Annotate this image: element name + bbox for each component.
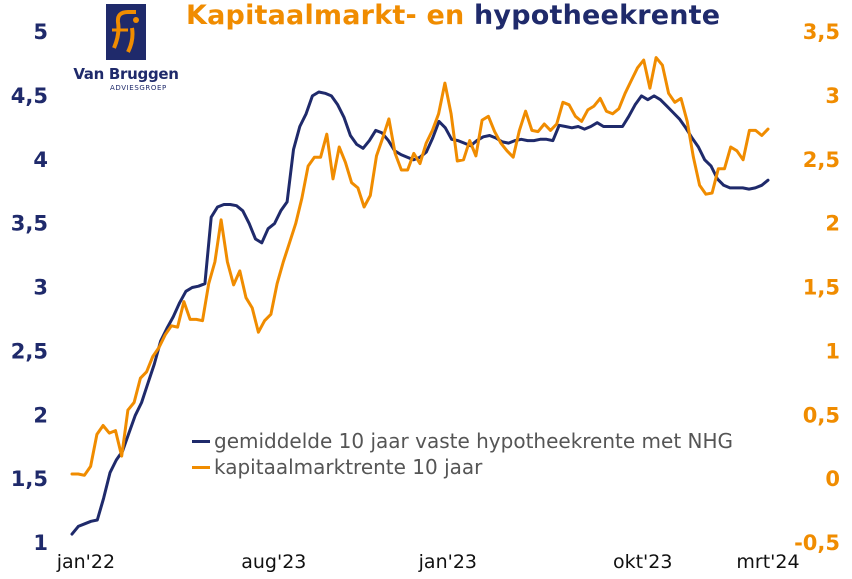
- x-tick-label: jan'23: [418, 551, 477, 573]
- chart-title-part1: Kapitaalmarkt- en: [186, 0, 465, 31]
- x-tick-label: mrt'24: [736, 551, 799, 573]
- y-right-tick-label: 3,5: [803, 20, 840, 44]
- legend-item-capital: kapitaalmarktrente 10 jaar: [192, 454, 752, 480]
- legend-swatch-capital: [192, 466, 210, 469]
- y-right-tick-label: 3: [825, 84, 840, 108]
- legend: gemiddelde 10 jaar vaste hypotheekrente …: [192, 428, 752, 480]
- y-right-tick-label: 1: [825, 339, 840, 363]
- y-right-tick-label: 0,5: [803, 403, 840, 427]
- y-right-tick-label: 1,5: [803, 276, 840, 300]
- y-left-tick-label: 2,5: [11, 339, 48, 363]
- x-tick-label: okt'23: [613, 551, 672, 573]
- y-right-tick-label: 2,5: [803, 148, 840, 172]
- y-left-tick-label: 2: [33, 403, 48, 427]
- y-right-tick-label: 0: [825, 467, 840, 491]
- legend-item-mortgage: gemiddelde 10 jaar vaste hypotheekrente …: [192, 428, 752, 454]
- series-line-capital: [70, 56, 770, 477]
- chart-title-part2: hypotheekrente: [474, 0, 721, 31]
- y-left-tick-label: 1: [33, 531, 48, 555]
- logo-mark: [106, 4, 146, 60]
- y-left-tick-label: 1,5: [11, 467, 48, 491]
- series-line-mortgage: [70, 90, 770, 536]
- y-left-tick-label: 5: [33, 20, 48, 44]
- legend-swatch-mortgage: [192, 440, 210, 443]
- legend-label-capital: kapitaalmarktrente 10 jaar: [214, 455, 483, 479]
- logo-name: Van Bruggen: [73, 65, 179, 83]
- chart-title: Kapitaalmarkt- en hypotheekrente: [186, 0, 720, 31]
- y-left-tick-label: 3,5: [11, 212, 48, 236]
- x-tick-label: jan'22: [56, 551, 115, 573]
- legend-label-mortgage: gemiddelde 10 jaar vaste hypotheekrente …: [214, 429, 734, 453]
- company-logo: Van Bruggen ADVIESGROEP: [70, 4, 182, 96]
- y-left-tick-label: 4: [33, 148, 48, 172]
- logo-subtitle: ADVIESGROEP: [110, 84, 167, 92]
- y-left-tick-label: 3: [33, 276, 48, 300]
- y-right-tick-label: 2: [825, 212, 840, 236]
- y-right-tick-label: -0,5: [794, 531, 840, 555]
- y-left-tick-label: 4,5: [11, 84, 48, 108]
- x-tick-label: aug'23: [241, 551, 306, 573]
